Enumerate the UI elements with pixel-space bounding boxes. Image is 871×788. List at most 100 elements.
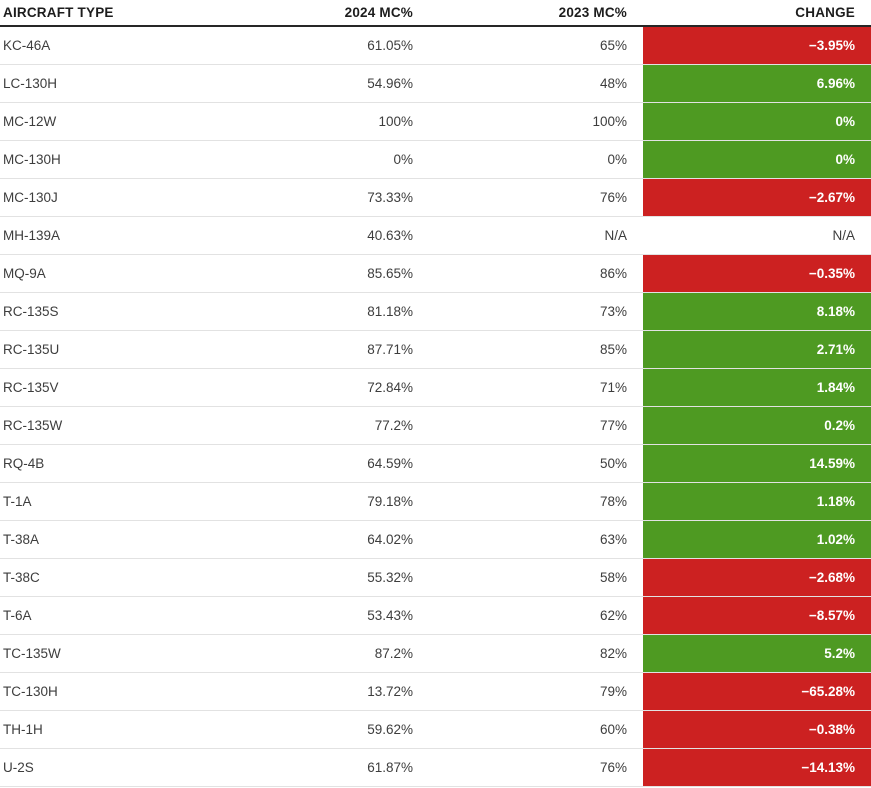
mc-2023-cell: 85%: [599, 342, 627, 357]
table-row: RC-135W 77.2% 77% 0.2%: [0, 407, 871, 445]
change-cell: −65.28%: [643, 673, 871, 710]
aircraft-type-cell: MC-130J: [3, 190, 58, 205]
table-row: MC-12W 100% 100% 0%: [0, 103, 871, 141]
change-cell: −2.68%: [643, 559, 871, 596]
mc-2024-cell: 100%: [378, 114, 413, 129]
mc-2023-cell: 48%: [599, 76, 627, 91]
change-cell: 0%: [643, 103, 871, 140]
mc-2023-cell: 71%: [599, 380, 627, 395]
mc-2023-cell: 86%: [599, 266, 627, 281]
mc-2023-cell: N/A: [604, 228, 627, 243]
mc-2024-cell: 0%: [393, 152, 413, 167]
mc-2024-cell: 73.33%: [367, 190, 413, 205]
mc-2024-cell: 81.18%: [367, 304, 413, 319]
table-row: KC-46A 61.05% 65% −3.95%: [0, 27, 871, 65]
change-cell: 5.2%: [643, 635, 871, 672]
mc-2024-cell: 64.02%: [367, 532, 413, 547]
aircraft-type-cell: TH-1H: [3, 722, 43, 737]
table-row: T-6A 53.43% 62% −8.57%: [0, 597, 871, 635]
mc-2024-cell: 54.96%: [367, 76, 413, 91]
change-cell: −8.57%: [643, 597, 871, 634]
table-row: RC-135S 81.18% 73% 8.18%: [0, 293, 871, 331]
table-row: T-1A 79.18% 78% 1.18%: [0, 483, 871, 521]
mc-2024-cell: 61.87%: [367, 760, 413, 775]
mc-2024-cell: 55.32%: [367, 570, 413, 585]
aircraft-type-cell: MC-130H: [3, 152, 61, 167]
table-row: U-2S 61.87% 76% −14.13%: [0, 749, 871, 787]
mc-2023-cell: 100%: [592, 114, 627, 129]
aircraft-type-cell: T-1A: [3, 494, 32, 509]
mc-2023-cell: 78%: [599, 494, 627, 509]
mc-2023-cell: 65%: [599, 38, 627, 53]
aircraft-type-cell: RC-135W: [3, 418, 63, 433]
mc-2023-cell: 60%: [599, 722, 627, 737]
table-row: MH-139A 40.63% N/A N/A: [0, 217, 871, 255]
column-header-change: CHANGE: [795, 5, 855, 20]
aircraft-type-cell: LC-130H: [3, 76, 58, 91]
table-row: MQ-9A 85.65% 86% −0.35%: [0, 255, 871, 293]
mc-2023-cell: 76%: [599, 190, 627, 205]
change-cell: −0.35%: [643, 255, 871, 292]
mc-2024-cell: 72.84%: [367, 380, 413, 395]
mc-2023-cell: 58%: [599, 570, 627, 585]
mc-2024-cell: 59.62%: [367, 722, 413, 737]
table-row: T-38A 64.02% 63% 1.02%: [0, 521, 871, 559]
change-cell: 14.59%: [643, 445, 871, 482]
mc-2024-cell: 77.2%: [374, 418, 413, 433]
mc-2023-cell: 62%: [599, 608, 627, 623]
mc-2024-cell: 53.43%: [367, 608, 413, 623]
table-header-row: AIRCRAFT TYPE 2024 MC% 2023 MC% CHANGE: [0, 0, 871, 27]
table-row: MC-130J 73.33% 76% −2.67%: [0, 179, 871, 217]
change-cell: −0.38%: [643, 711, 871, 748]
mc-2023-cell: 0%: [607, 152, 627, 167]
table-row: T-38C 55.32% 58% −2.68%: [0, 559, 871, 597]
table-row: LC-130H 54.96% 48% 6.96%: [0, 65, 871, 103]
table-row: TC-130H 13.72% 79% −65.28%: [0, 673, 871, 711]
table-row: TC-135W 87.2% 82% 5.2%: [0, 635, 871, 673]
change-cell: 6.96%: [643, 65, 871, 102]
change-cell: 8.18%: [643, 293, 871, 330]
table-row: MC-130H 0% 0% 0%: [0, 141, 871, 179]
change-cell: 1.18%: [643, 483, 871, 520]
change-cell: 2.71%: [643, 331, 871, 368]
aircraft-type-cell: U-2S: [3, 760, 34, 775]
mc-2023-cell: 73%: [599, 304, 627, 319]
column-header-aircraft-type: AIRCRAFT TYPE: [3, 5, 114, 20]
change-cell: 0.2%: [643, 407, 871, 444]
mc-2023-cell: 77%: [599, 418, 627, 433]
mc-2024-cell: 40.63%: [367, 228, 413, 243]
change-cell: −2.67%: [643, 179, 871, 216]
mc-2023-cell: 63%: [599, 532, 627, 547]
change-cell: −14.13%: [643, 749, 871, 786]
column-header-2024-mc: 2024 MC%: [344, 5, 413, 20]
aircraft-type-cell: MC-12W: [3, 114, 57, 129]
aircraft-type-cell: MQ-9A: [3, 266, 46, 281]
aircraft-type-cell: RC-135V: [3, 380, 59, 395]
aircraft-type-cell: KC-46A: [3, 38, 51, 53]
table-body: KC-46A 61.05% 65% −3.95% LC-130H 54.96% …: [0, 27, 871, 787]
mc-2024-cell: 13.72%: [367, 684, 413, 699]
aircraft-type-cell: TC-135W: [3, 646, 61, 661]
mc-2023-cell: 82%: [599, 646, 627, 661]
mc-2023-cell: 50%: [599, 456, 627, 471]
mc-2024-cell: 79.18%: [367, 494, 413, 509]
mc-2024-cell: 85.65%: [367, 266, 413, 281]
mc-2024-cell: 87.2%: [374, 646, 413, 661]
mc-2023-cell: 79%: [599, 684, 627, 699]
change-cell: −3.95%: [643, 27, 871, 64]
change-cell: N/A: [832, 228, 855, 243]
table-row: TH-1H 59.62% 60% −0.38%: [0, 711, 871, 749]
change-cell: 1.02%: [643, 521, 871, 558]
aircraft-type-cell: RC-135U: [3, 342, 60, 357]
aircraft-type-cell: T-38C: [3, 570, 40, 585]
change-cell: 1.84%: [643, 369, 871, 406]
table-row: RC-135U 87.71% 85% 2.71%: [0, 331, 871, 369]
aircraft-type-cell: RQ-4B: [3, 456, 45, 471]
aircraft-type-cell: T-38A: [3, 532, 40, 547]
aircraft-type-cell: TC-130H: [3, 684, 58, 699]
mc-2024-cell: 87.71%: [367, 342, 413, 357]
column-header-2023-mc: 2023 MC%: [558, 5, 627, 20]
aircraft-type-cell: MH-139A: [3, 228, 61, 243]
aircraft-type-cell: RC-135S: [3, 304, 59, 319]
